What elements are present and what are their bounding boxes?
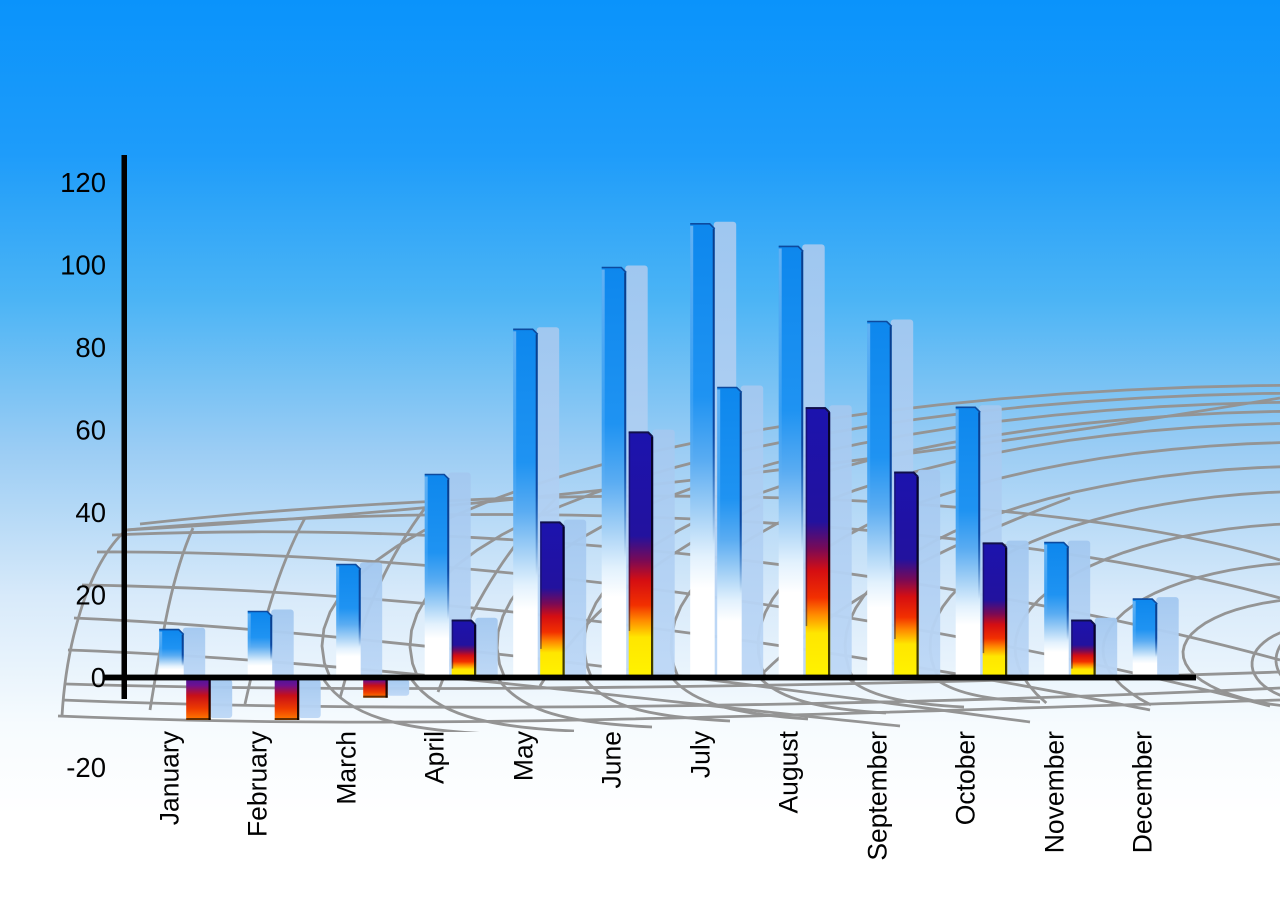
svg-text:20: 20: [75, 579, 106, 610]
svg-text:60: 60: [75, 414, 106, 445]
svg-text:January: January: [155, 730, 185, 825]
svg-text:May: May: [509, 730, 539, 781]
svg-text:March: March: [332, 731, 362, 805]
svg-text:100: 100: [60, 249, 106, 280]
svg-text:November: November: [1040, 731, 1070, 853]
svg-text:-20: -20: [66, 752, 106, 783]
svg-text:40: 40: [75, 497, 106, 528]
svg-text:0: 0: [91, 662, 106, 693]
svg-text:September: September: [863, 731, 893, 861]
svg-text:June: June: [597, 731, 627, 788]
svg-text:February: February: [243, 730, 273, 837]
svg-text:April: April: [420, 731, 450, 784]
svg-text:December: December: [1128, 731, 1158, 853]
svg-text:120: 120: [60, 167, 106, 198]
svg-text:80: 80: [75, 332, 106, 363]
svg-text:August: August: [774, 730, 804, 813]
svg-text:October: October: [951, 731, 981, 825]
svg-text:July: July: [686, 730, 716, 778]
